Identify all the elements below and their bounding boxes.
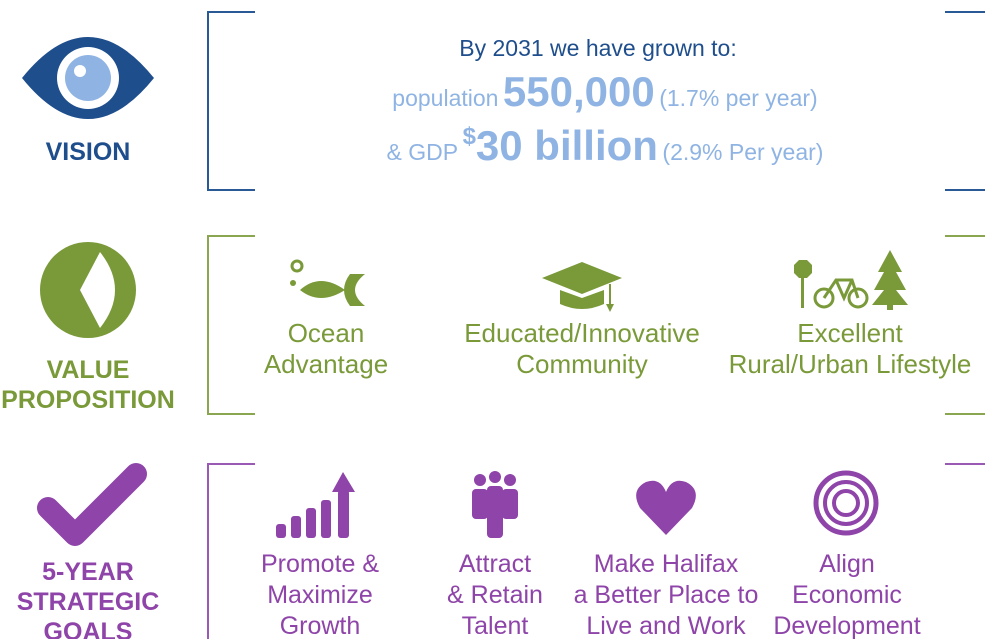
value-icon [40, 242, 136, 338]
goal-item-text: Maximize [267, 581, 373, 609]
fish-icon [290, 259, 365, 306]
goal-item-text: Promote & [261, 550, 379, 578]
gdp-prefix: & GDP [387, 139, 459, 165]
value-item-text: Educated/Innovative [464, 318, 700, 348]
value-label: VALUE [47, 356, 130, 384]
goal-item-text: Talent [462, 612, 529, 639]
people-icon [472, 471, 518, 538]
value-item-text: Advantage [264, 349, 388, 379]
value-item-text: Community [516, 349, 647, 379]
goal-item-text: Development [773, 612, 920, 639]
goals-label: GOALS [44, 618, 133, 639]
goal-item-text: Attract [459, 550, 531, 578]
gdp-rate: (2.9% Per year) [662, 139, 823, 165]
gdp-line: & GDP $30 billion (2.9% Per year) [387, 122, 824, 169]
graduation-icon [542, 262, 622, 312]
target-icon [813, 470, 879, 536]
population-value: 550,000 [503, 68, 655, 115]
population-rate: (1.7% per year) [659, 85, 818, 111]
check-icon [37, 463, 147, 546]
value-label: PROPOSITION [1, 386, 175, 414]
value-item-text: Ocean [288, 318, 365, 348]
gdp-value: 30 billion [476, 122, 658, 169]
vision-heading: By 2031 we have grown to: [459, 35, 736, 61]
gdp-currency: $ [463, 123, 477, 150]
eye-icon [22, 37, 154, 119]
vision-bracket [207, 11, 985, 191]
population-prefix: population [392, 85, 498, 111]
goal-item-text: Make Halifax [594, 550, 739, 578]
goal-item-text: a Better Place to [574, 581, 759, 609]
value-item-text: Excellent [797, 318, 903, 348]
lifestyle-icon [794, 250, 908, 310]
goal-item-text: Economic [792, 581, 902, 609]
growth-icon [276, 472, 355, 538]
vision-label: VISION [46, 138, 131, 166]
goal-item-text: Align [819, 550, 875, 578]
goals-label: 5-YEAR [42, 558, 134, 586]
value-item-text: Rural/Urban Lifestyle [729, 349, 972, 379]
goals-label: STRATEGIC [17, 588, 160, 616]
heart-icon [636, 480, 696, 535]
goal-item-text: & Retain [447, 581, 543, 609]
population-line: population 550,000 (1.7% per year) [392, 68, 817, 115]
goals-bracket [207, 463, 985, 639]
goal-item-text: Live and Work [586, 612, 746, 639]
goal-item-text: Growth [280, 612, 361, 639]
value-bracket [207, 235, 985, 415]
